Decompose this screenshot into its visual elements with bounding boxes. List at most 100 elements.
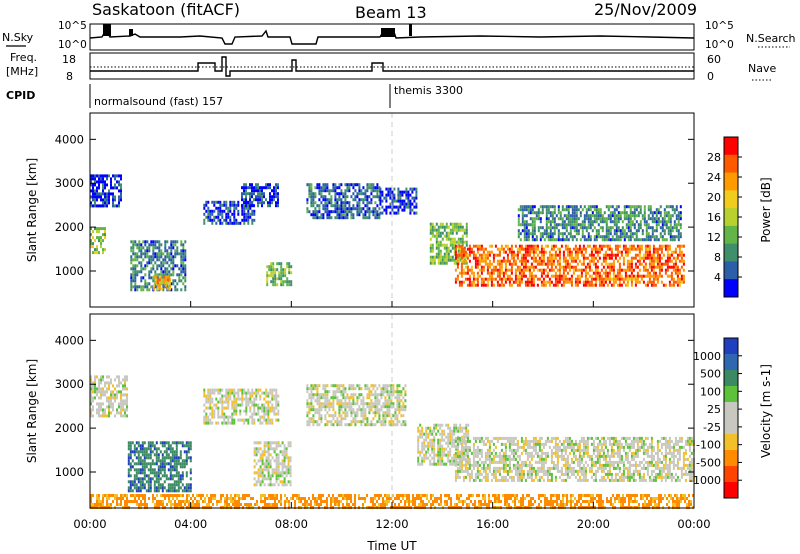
heatmap-cell bbox=[565, 205, 568, 209]
heatmap-cell bbox=[267, 456, 270, 460]
heatmap-cell bbox=[174, 264, 177, 268]
heatmap-cell bbox=[462, 250, 465, 254]
heatmap-cell bbox=[433, 438, 436, 442]
heatmap-cell bbox=[179, 456, 182, 460]
heatmap-cell bbox=[390, 387, 393, 391]
heatmap-cell bbox=[598, 271, 601, 275]
heatmap-cell bbox=[102, 201, 104, 205]
heatmap-cell bbox=[127, 444, 130, 448]
heatmap-cell bbox=[531, 235, 534, 239]
heatmap-cell bbox=[137, 471, 140, 475]
heatmap-cell bbox=[205, 397, 208, 401]
heatmap-cell bbox=[370, 192, 373, 196]
heatmap-cell bbox=[462, 253, 465, 257]
heatmap-cell bbox=[593, 220, 596, 224]
heatmap-cell bbox=[421, 426, 424, 430]
heatmap-cell bbox=[665, 214, 668, 218]
heatmap-cell bbox=[560, 277, 563, 281]
heatmap-cell bbox=[237, 394, 240, 398]
heatmap-cell bbox=[634, 247, 637, 251]
heatmap-cell bbox=[572, 271, 575, 275]
heatmap-cell bbox=[672, 265, 675, 269]
heatmap-cell bbox=[679, 214, 682, 218]
heatmap-cell bbox=[274, 280, 277, 284]
heatmap-cell bbox=[464, 445, 467, 449]
heatmap-cell bbox=[605, 226, 608, 230]
heatmap-cell bbox=[172, 264, 175, 268]
heatmap-cell bbox=[229, 206, 232, 210]
heatmap-cell bbox=[217, 412, 220, 416]
colorbar-tick-label: 12 bbox=[707, 231, 721, 244]
heatmap-cell bbox=[468, 445, 471, 449]
heatmap-cell bbox=[443, 261, 446, 265]
heatmap-cell bbox=[482, 280, 485, 284]
heatmap-cell bbox=[149, 447, 152, 451]
heatmap-cell bbox=[344, 216, 347, 220]
heatmap-cell bbox=[372, 411, 375, 415]
heatmap-cell bbox=[437, 246, 440, 250]
heatmap-cell bbox=[310, 195, 313, 199]
heatmap-cell bbox=[596, 247, 599, 251]
heatmap-cell bbox=[180, 264, 183, 268]
heatmap-cell bbox=[629, 205, 632, 209]
heatmap-cell bbox=[437, 441, 440, 445]
heatmap-cell bbox=[502, 274, 505, 278]
heatmap-cell bbox=[622, 280, 625, 284]
heatmap-cell bbox=[498, 271, 501, 275]
heatmap-cell bbox=[605, 205, 608, 209]
heatmap-cell bbox=[447, 450, 450, 454]
heatmap-cell bbox=[465, 222, 468, 226]
heatmap-cell bbox=[287, 444, 290, 448]
heatmap-cell bbox=[650, 280, 653, 284]
heatmap-cell bbox=[155, 480, 158, 484]
heatmap-cell bbox=[112, 393, 114, 397]
heatmap-cell bbox=[603, 220, 606, 224]
heatmap-cell bbox=[615, 226, 618, 230]
heatmap-cell bbox=[421, 444, 424, 448]
heatmap-cell bbox=[601, 226, 604, 230]
heatmap-cell bbox=[336, 396, 339, 400]
heatmap-cell bbox=[253, 403, 256, 407]
heatmap-cell bbox=[522, 253, 525, 257]
heatmap-cell bbox=[577, 208, 580, 212]
heatmap-cell bbox=[680, 259, 683, 263]
heatmap-cell bbox=[308, 420, 311, 424]
heatmap-cell bbox=[318, 216, 321, 220]
heatmap-cell bbox=[650, 274, 653, 278]
heatmap-cell bbox=[604, 277, 607, 281]
heatmap-cell bbox=[644, 250, 647, 254]
heatmap-cell bbox=[547, 232, 550, 236]
heatmap-cell bbox=[453, 456, 456, 460]
heatmap-cell bbox=[338, 204, 341, 208]
heatmap-cell bbox=[181, 441, 184, 445]
heatmap-cell bbox=[634, 274, 637, 278]
heatmap-cell bbox=[336, 204, 339, 208]
heatmap-cell bbox=[235, 391, 238, 395]
heatmap-cell bbox=[308, 183, 311, 187]
heatmap-cell bbox=[490, 250, 493, 254]
heatmap-cell bbox=[272, 271, 275, 275]
heatmap-cell bbox=[396, 420, 399, 424]
heatmap-cell bbox=[378, 207, 381, 211]
heatmap-cell bbox=[181, 471, 184, 475]
heatmap-cell bbox=[147, 480, 150, 484]
heatmap-cell bbox=[288, 283, 291, 287]
heatmap-cell bbox=[549, 238, 552, 242]
heatmap-cell bbox=[108, 189, 110, 193]
heatmap-cell bbox=[470, 280, 473, 284]
heatmap-cell bbox=[660, 247, 663, 251]
heatmap-cell bbox=[334, 207, 337, 211]
heatmap-cell bbox=[170, 240, 173, 244]
heatmap-cell bbox=[340, 384, 343, 388]
heatmap-cell bbox=[170, 273, 173, 277]
heatmap-cell bbox=[630, 247, 633, 251]
heatmap-cell bbox=[523, 235, 526, 239]
heatmap-cell bbox=[549, 214, 552, 218]
heatmap-cell bbox=[273, 450, 276, 454]
heatmap-cell bbox=[628, 274, 631, 278]
heatmap-cell bbox=[551, 235, 554, 239]
heatmap-cell bbox=[379, 193, 382, 197]
heatmap-cell bbox=[542, 256, 545, 260]
heatmap-cell bbox=[500, 265, 503, 269]
